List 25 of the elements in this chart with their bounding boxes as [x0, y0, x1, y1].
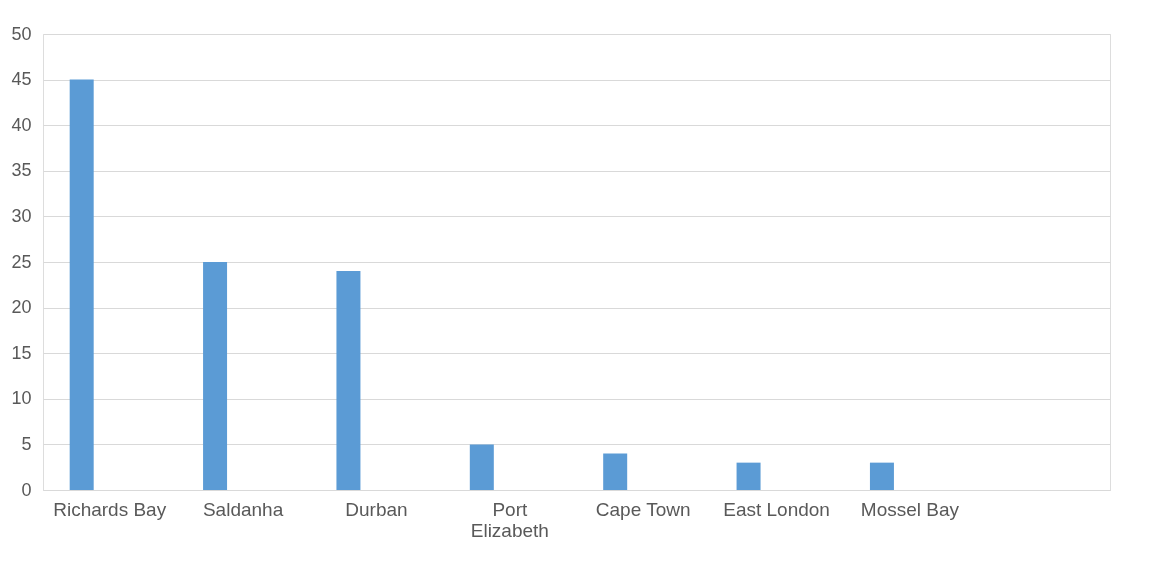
x-tick-label: East London	[723, 498, 830, 520]
bar	[469, 444, 494, 490]
bar	[336, 271, 361, 490]
x-tick-label: Port Elizabeth	[470, 498, 549, 541]
y-tick-label: 0	[21, 479, 32, 500]
bar	[69, 79, 94, 490]
y-tick-label: 35	[11, 160, 32, 181]
y-tick-label: 45	[11, 69, 32, 90]
y-tick-label: 10	[11, 388, 32, 409]
bar	[203, 262, 228, 490]
bar	[603, 453, 628, 490]
y-tick-label: 25	[11, 251, 32, 272]
bar	[736, 462, 761, 490]
y-tick-label: 40	[11, 114, 32, 135]
y-tick-label: 50	[11, 23, 32, 44]
bar	[869, 462, 894, 490]
x-tick-label: Mossel Bay	[860, 498, 960, 520]
y-tick-label: 30	[11, 205, 32, 226]
x-tick-label: Richards Bay	[53, 498, 167, 520]
x-tick-label: Cape Town	[595, 498, 691, 520]
x-tick-label: Durban	[345, 498, 408, 520]
y-tick-label: 5	[21, 433, 32, 454]
x-tick-label: Saldanha	[202, 498, 284, 520]
y-tick-label: 15	[11, 342, 32, 363]
y-tick-label: 20	[11, 297, 32, 318]
